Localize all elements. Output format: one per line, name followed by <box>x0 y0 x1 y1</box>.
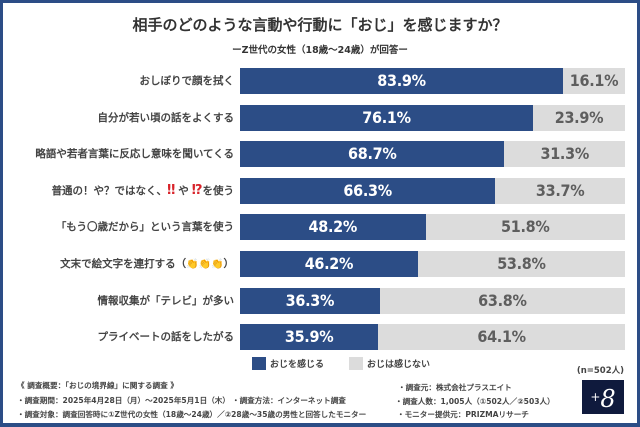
bar-not-feel-oji <box>379 287 625 314</box>
bar-not-feel-oji <box>504 141 625 168</box>
data-label-not-feel-oji: 64.1% <box>477 327 526 347</box>
category-label: 普通の！や？ではなく、‼ や ⁉を使う <box>51 182 235 198</box>
data-label-feel-oji: 66.3% <box>343 180 392 200</box>
label-text: や <box>178 184 189 197</box>
data-label-not-feel-oji: 16.1% <box>569 71 619 90</box>
legend-label-yes: おじを感じる <box>270 360 325 370</box>
data-label-feel-oji: 46.2% <box>304 254 354 273</box>
footer-source: ・調査元：株式会社プラスエイト <box>398 383 512 392</box>
logo-digit: 8 <box>600 385 616 413</box>
data-label-not-feel-oji: 63.8% <box>478 290 527 310</box>
bar-feel-oji <box>240 104 533 131</box>
data-label-not-feel-oji: 23.9% <box>554 107 604 127</box>
category-label: おしぼりで顔を拭く <box>139 75 235 87</box>
footer-provider: ・モニター提供元：PRIZMAリサーチ <box>397 410 529 419</box>
bar-not-feel-oji <box>378 324 625 351</box>
chart-title: 相手のどのような言動や行動に「おじ」を感じますか？ <box>132 16 508 34</box>
category-label: 自分が若い頃の話をよくする <box>97 111 235 124</box>
bar-feel-oji <box>240 214 426 241</box>
label-text: ） <box>223 258 235 270</box>
sample-size-note: (n=502人) <box>576 366 624 376</box>
data-label-feel-oji: 83.9% <box>377 71 426 90</box>
data-label-feel-oji: 76.1% <box>362 107 411 127</box>
footer-overview: 《 調査概要：「おじの境界線」に関する調査 》 <box>17 381 178 390</box>
data-label-feel-oji: 35.9% <box>284 327 334 347</box>
bar-not-feel-oji <box>495 177 625 204</box>
bar-feel-oji <box>240 141 505 168</box>
legend-label-no: おじは感じない <box>367 360 431 370</box>
bar-feel-oji <box>240 324 379 351</box>
logo-plus: + <box>590 390 601 404</box>
label-text: 普通の！や？ではなく、 <box>51 184 168 197</box>
data-label-feel-oji: 36.3% <box>285 290 335 310</box>
category-label: プライベートの話をしたがる <box>97 331 235 344</box>
label-text: 文末で絵文字を連打する（ <box>60 258 187 270</box>
data-label-not-feel-oji: 51.8% <box>501 217 550 237</box>
footer-target: ・調査対象：調査回答時に①Z世代の女性（18歳〜24歳）／②28歳〜35歳の男性… <box>17 410 367 419</box>
footer-method: ・調査方法：インターネット調査 <box>232 396 346 405</box>
bar-not-feel-oji <box>563 68 625 94</box>
legend-swatch-yes <box>252 357 266 370</box>
data-label-feel-oji: 48.2% <box>308 217 358 237</box>
data-label-not-feel-oji: 53.8% <box>497 254 546 273</box>
category-label: 情報収集が「テレビ」が多い <box>97 294 235 307</box>
bar-feel-oji <box>240 251 418 277</box>
plus8-logo: +8 <box>582 380 624 414</box>
bar-feel-oji <box>240 177 496 204</box>
category-label: 文末で絵文字を連打する（👏👏👏） <box>60 257 234 272</box>
category-label: 「もう〇歳だから」という言葉を使う <box>55 221 234 234</box>
exclamation-emoji-icon: ‼ <box>167 182 176 198</box>
bar-feel-oji <box>240 68 563 94</box>
bar-not-feel-oji <box>532 104 625 131</box>
bar-feel-oji <box>240 287 380 314</box>
exclamation-emoji-icon: ⁉ <box>191 182 203 198</box>
chart-subtitle: ーZ世代の女性（18歳〜24歳）が回答ー <box>232 45 408 56</box>
legend-swatch-no <box>349 357 363 370</box>
data-label-not-feel-oji: 31.3% <box>540 144 590 164</box>
clap-emoji-icon: 👏👏👏 <box>186 259 224 270</box>
footer-count: ・調査人数：1,005人（①502人／②503人） <box>395 397 555 406</box>
data-label-not-feel-oji: 33.7% <box>535 180 585 200</box>
label-text: を使う <box>202 184 235 197</box>
footer-period: ・調査期間：2025年4月28日（月）〜2025年5月1日（木） <box>17 396 230 405</box>
category-label: 略語や若者言葉に反応し意味を聞いてくる <box>35 148 234 161</box>
bar-not-feel-oji <box>425 214 625 241</box>
bar-not-feel-oji <box>417 251 625 277</box>
data-label-feel-oji: 68.7% <box>348 144 397 164</box>
